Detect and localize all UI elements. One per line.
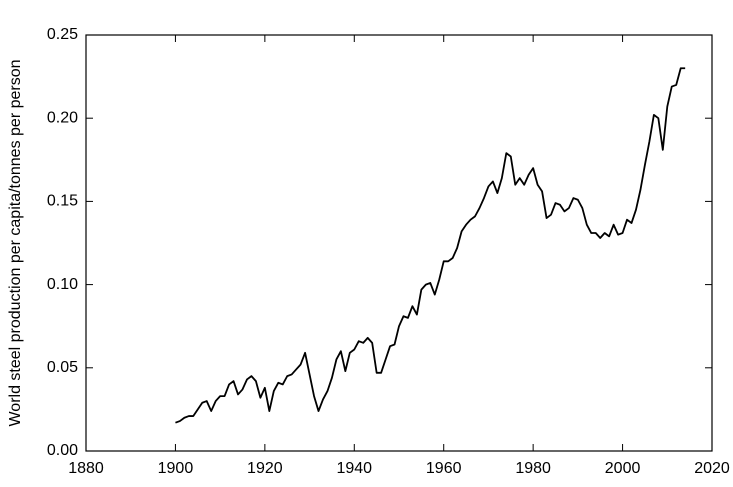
x-tick-label: 1880 [68,460,104,477]
x-tick-label: 1960 [426,460,462,477]
plot-frame [85,34,713,452]
x-tick-label: 1940 [336,460,372,477]
x-tick-label: 2000 [605,460,641,477]
y-tick-label: 0.20 [47,109,78,126]
x-tick-label: 1980 [515,460,551,477]
y-tick-label: 0.10 [47,276,78,293]
x-tick-label: 1920 [247,460,283,477]
y-tick-label: 0.00 [47,442,78,459]
y-tick-label: 0.05 [47,359,78,376]
data-line [175,67,686,424]
y-tick-label: 0.25 [47,26,78,43]
y-tick-label: 0.15 [47,193,78,210]
x-tick-label: 2020 [694,460,730,477]
y-axis-title: World steel production per capita/tonnes… [7,59,24,426]
x-tick-label: 1900 [158,460,194,477]
